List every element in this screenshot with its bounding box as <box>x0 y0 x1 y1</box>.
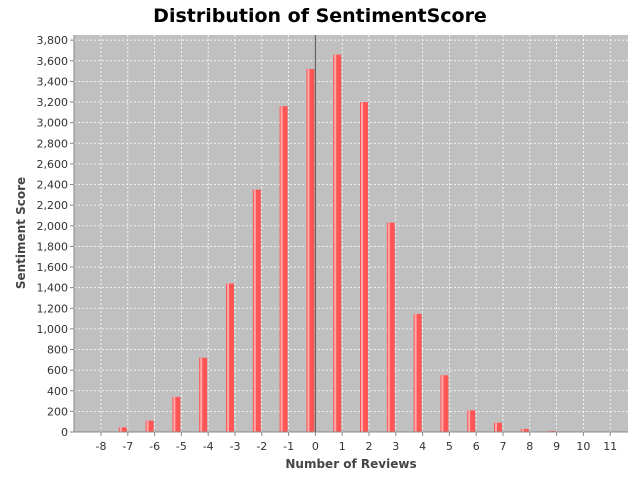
bar-highlight <box>548 430 551 432</box>
x-tick-label: -1 <box>283 440 294 453</box>
bar <box>199 357 208 432</box>
x-tick-label: -4 <box>203 440 214 453</box>
plot-area <box>74 35 628 432</box>
bar-highlight <box>387 222 390 432</box>
y-tick-label: 400 <box>47 385 68 398</box>
y-tick-label: 3,600 <box>37 55 69 68</box>
bar-highlight <box>173 396 176 432</box>
y-tick-label: 800 <box>47 344 68 357</box>
bar <box>279 106 288 433</box>
y-tick-label: 2,000 <box>37 220 69 233</box>
y-axis-label: Sentiment Score <box>14 177 28 289</box>
x-tick-label: 4 <box>419 440 426 453</box>
x-tick-label: 9 <box>553 440 560 453</box>
bars <box>92 54 610 433</box>
bar <box>252 189 261 432</box>
y-tick-label: 3,000 <box>37 117 69 130</box>
y-tick-label: 2,800 <box>37 137 69 150</box>
bar <box>547 430 556 432</box>
x-axis-ticks: -8 -7 -6 -5 -4 -3 -2 -1 0 1 2 3 4 5 6 7 8 9 10 11 <box>96 432 617 453</box>
bar <box>494 422 502 432</box>
y-tick-label: 2,200 <box>37 199 69 212</box>
bar <box>172 396 181 432</box>
x-tick-label: 0 <box>312 440 319 453</box>
bar-highlight <box>119 427 122 432</box>
x-tick-label: 2 <box>366 440 373 453</box>
bar-highlight <box>521 428 524 432</box>
bar-highlight <box>146 420 149 432</box>
bar <box>306 69 315 433</box>
bar <box>440 375 449 432</box>
bar-highlight <box>227 283 229 432</box>
bar <box>360 102 368 432</box>
x-tick-label: -8 <box>96 440 107 453</box>
x-tick-label: -7 <box>122 440 133 453</box>
bar-highlight <box>414 313 417 432</box>
y-tick-label: 1,000 <box>37 323 69 336</box>
bar <box>413 313 422 432</box>
bar-highlight <box>361 102 363 432</box>
y-tick-label: 3,400 <box>37 75 69 88</box>
bar-highlight <box>441 375 444 432</box>
x-tick-label: -3 <box>230 440 241 453</box>
bar-highlight <box>253 189 256 432</box>
x-tick-label: 5 <box>446 440 453 453</box>
x-tick-label: 8 <box>526 440 533 453</box>
bar <box>520 428 529 432</box>
x-tick-label: 6 <box>473 440 480 453</box>
bar-highlight <box>307 69 310 433</box>
x-tick-label: -2 <box>256 440 267 453</box>
y-tick-label: 1,200 <box>37 302 69 315</box>
y-tick-label: 1,600 <box>37 261 69 274</box>
x-tick-label: 10 <box>576 440 590 453</box>
bar <box>386 222 395 432</box>
bar <box>145 420 154 432</box>
y-tick-label: 0 <box>61 426 68 439</box>
bar-highlight <box>280 106 283 433</box>
x-axis-label: Number of Reviews <box>285 457 416 471</box>
y-tick-label: 2,400 <box>37 179 69 192</box>
chart-title: Distribution of SentimentScore <box>153 5 487 27</box>
y-tick-label: 2,600 <box>37 158 69 171</box>
x-tick-label: -5 <box>176 440 187 453</box>
bar-highlight <box>495 422 497 432</box>
y-tick-label: 3,200 <box>37 96 69 109</box>
grid <box>74 35 628 432</box>
y-tick-label: 1,400 <box>37 282 69 295</box>
bar-highlight <box>468 410 471 432</box>
bar <box>467 410 476 432</box>
bar-highlight <box>334 54 337 432</box>
bar <box>333 54 342 432</box>
bar-highlight <box>200 357 203 432</box>
x-tick-label: 11 <box>603 440 617 453</box>
x-tick-label: -6 <box>149 440 160 453</box>
x-tick-label: 7 <box>500 440 507 453</box>
y-axis-ticks: 0 200 400 600 800 1,000 1,200 1,400 1,600 1,800 2,… <box>37 34 74 439</box>
y-tick-label: 1,800 <box>37 240 69 253</box>
y-tick-label: 3,800 <box>37 34 69 47</box>
bar <box>118 427 127 432</box>
y-tick-label: 600 <box>47 364 68 377</box>
y-tick-label: 200 <box>47 405 68 418</box>
bar <box>226 283 234 432</box>
x-tick-label: 3 <box>392 440 399 453</box>
x-tick-label: 1 <box>339 440 346 453</box>
